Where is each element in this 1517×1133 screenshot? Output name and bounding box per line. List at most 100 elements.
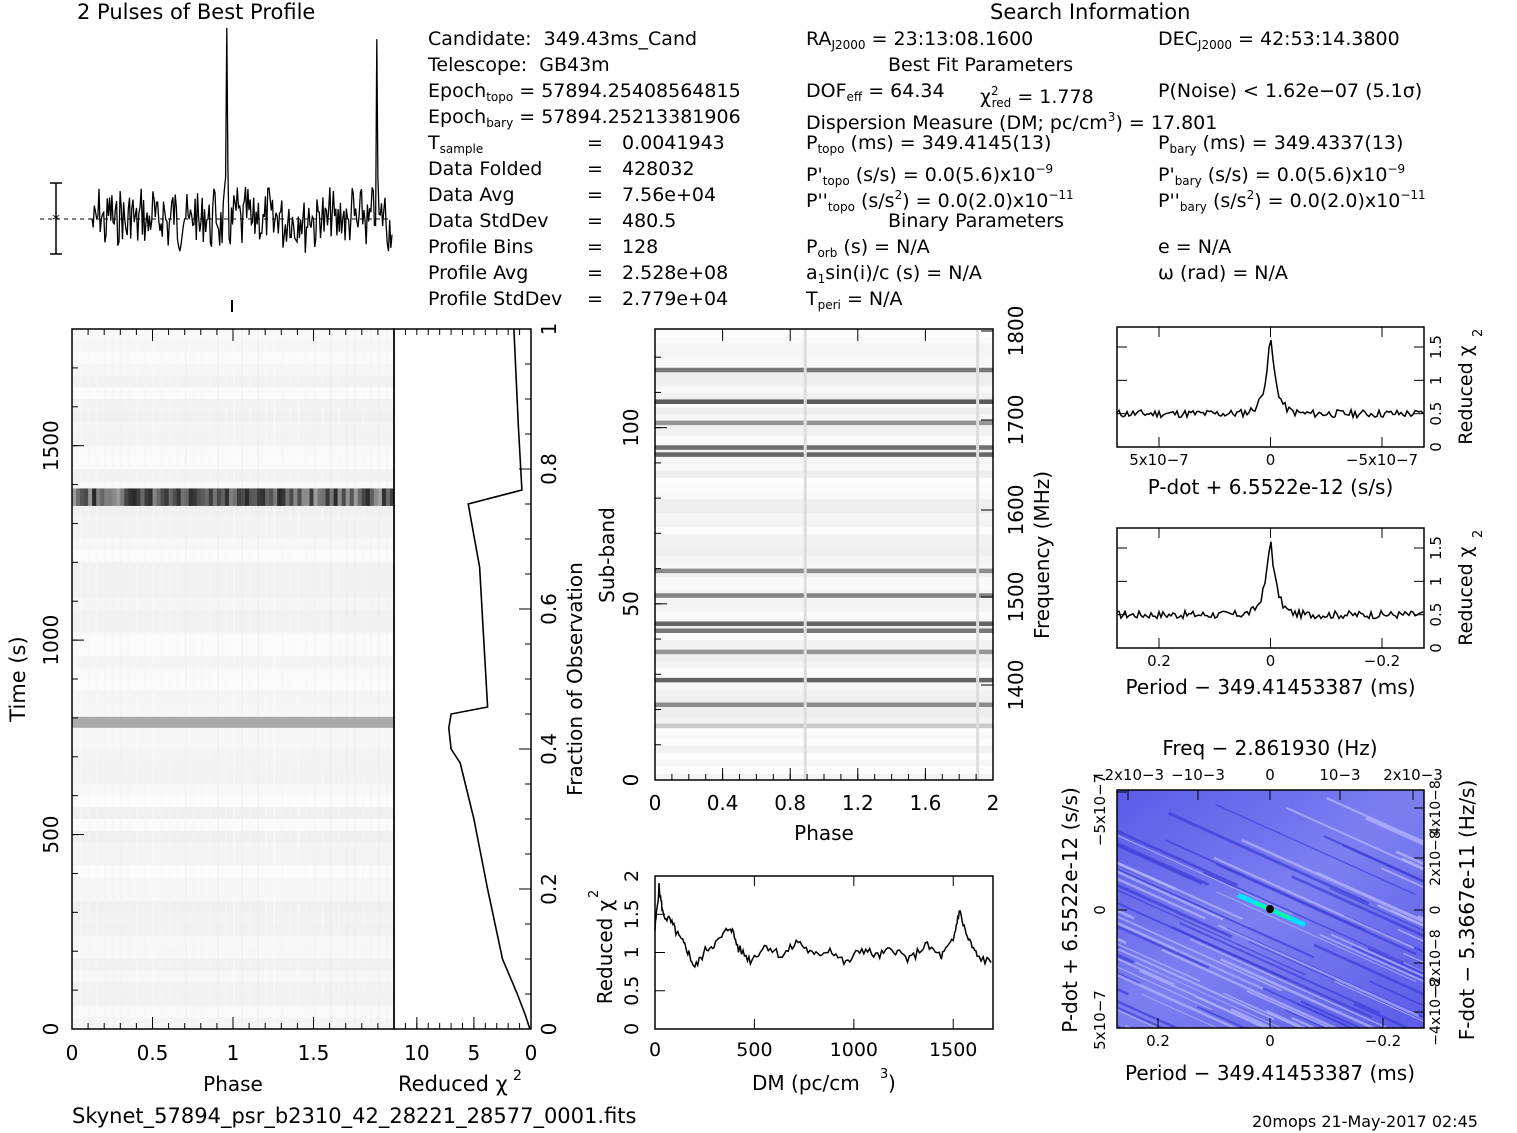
tick-label: 4x10−8 bbox=[1428, 780, 1444, 836]
tvp-dark-row bbox=[92, 488, 98, 506]
fvp-band bbox=[655, 399, 993, 404]
info-tsample: Tsample bbox=[428, 132, 484, 156]
tick-label: 1000 bbox=[830, 1039, 878, 1061]
tvp-dark-row bbox=[184, 488, 190, 506]
tick-label: 2x10−3 bbox=[1383, 766, 1443, 784]
x-axis-label: P-dot + 6.5522e-12 (s/s) bbox=[1148, 475, 1394, 499]
fvp-band bbox=[655, 445, 993, 450]
ppdot-streak bbox=[1365, 816, 1424, 846]
tvp-col bbox=[112, 329, 115, 1029]
tick-label: 1.2 bbox=[842, 791, 874, 815]
tvp-col bbox=[233, 329, 235, 1029]
ppdot-streak bbox=[1117, 921, 1264, 990]
fvp-row bbox=[655, 695, 993, 704]
fvp-row bbox=[655, 632, 993, 641]
fvp-row bbox=[655, 660, 993, 669]
fvp-row bbox=[655, 350, 993, 359]
fvp-row bbox=[655, 469, 993, 478]
fvp-row bbox=[655, 610, 993, 619]
tick-label: −5x10−7 bbox=[1346, 451, 1418, 469]
dof: DOFeff = 64.34 bbox=[806, 80, 945, 104]
tvp-dark-row bbox=[353, 488, 359, 506]
ppdot-streak bbox=[1300, 1000, 1363, 1028]
tick-label: −2x10−3 bbox=[1092, 766, 1164, 784]
time-vs-phase-plot: 0 0.5 1 1.5 0 500 1000 1500 Phase Time (s) bbox=[6, 328, 395, 1096]
tvp-dark-row bbox=[140, 488, 146, 506]
tvp-dark-row bbox=[249, 488, 255, 506]
tvp-dark-row bbox=[373, 488, 379, 506]
tvp-dark-row bbox=[349, 488, 355, 506]
ppdot-streak bbox=[1478, 1003, 1517, 1093]
info-label: Profile StdDev bbox=[428, 288, 563, 310]
tvp-dark-row bbox=[148, 488, 154, 506]
tvp-dark-row bbox=[381, 488, 387, 506]
ppdot-streak bbox=[1352, 945, 1424, 980]
tick-label: −2x10−8 bbox=[1428, 929, 1444, 996]
tvp-col bbox=[369, 329, 372, 1029]
chi2-curve bbox=[1116, 541, 1424, 621]
tvp-dark-row bbox=[369, 488, 375, 506]
dec: DECJ2000 = 42:53:14.3800 bbox=[1158, 28, 1400, 52]
tvp-dark-row bbox=[204, 488, 210, 506]
tick-label: 1400 bbox=[1004, 660, 1028, 711]
axes-frame bbox=[1116, 326, 1425, 448]
eccentricity: e = N/A bbox=[1158, 236, 1232, 258]
tvp-col bbox=[321, 329, 324, 1029]
profile-line bbox=[91, 27, 393, 253]
tick-label: 2x10−8 bbox=[1428, 830, 1444, 886]
fvp-row bbox=[655, 505, 993, 514]
tvp-dark-row bbox=[120, 488, 126, 506]
tvp-col bbox=[297, 329, 300, 1029]
tvp-dark-row bbox=[192, 488, 198, 506]
fvp-band bbox=[655, 649, 993, 655]
ppdot-streak bbox=[1117, 999, 1180, 1028]
profile-title: 2 Pulses of Best Profile bbox=[77, 0, 316, 24]
y-axis-label-sup: 2 bbox=[1471, 530, 1486, 538]
ppdot-streak bbox=[1485, 866, 1517, 956]
tvp-col bbox=[337, 329, 340, 1029]
tvp-col bbox=[305, 329, 308, 1029]
tick-label: 0 bbox=[1265, 766, 1275, 784]
ppdot-streak bbox=[1215, 803, 1416, 896]
y-axis-label: Reduced χ bbox=[593, 900, 617, 1005]
tick-label: 1000 bbox=[39, 615, 63, 666]
tick-label: 0 bbox=[649, 791, 662, 815]
ppdot-streak bbox=[1479, 831, 1517, 921]
ppdot-streak bbox=[1138, 969, 1270, 1028]
tvp-dark-row bbox=[80, 488, 86, 506]
tvp-dark-row bbox=[277, 488, 283, 506]
ppdot-streak bbox=[1117, 1006, 1166, 1028]
info-epoch-bary: Epochbary = 57894.25213381906 bbox=[428, 106, 741, 130]
tvp-col bbox=[120, 329, 123, 1029]
tick-label: 0.6 bbox=[537, 593, 561, 625]
tick-label: 0.2 bbox=[1147, 652, 1171, 670]
tvp-col bbox=[128, 329, 131, 1029]
tick-label: 100 bbox=[619, 409, 643, 447]
tick-label: −4x10−8 bbox=[1428, 978, 1444, 1045]
fvp-row bbox=[655, 603, 993, 612]
ra: RAJ2000 = 23:13:08.1600 bbox=[806, 28, 1034, 52]
y2-axis-label: Frequency (MHz) bbox=[1030, 471, 1054, 639]
tick-label: 1 bbox=[621, 946, 643, 958]
fvp-band bbox=[655, 420, 993, 426]
tvp-col bbox=[241, 329, 244, 1029]
footer-stamp: 20mops 21-May-2017 02:45 bbox=[1252, 1112, 1478, 1131]
tvp-col bbox=[200, 329, 203, 1029]
x-axis-label-close: ) bbox=[888, 1071, 896, 1095]
ppdot-streak bbox=[1475, 886, 1517, 976]
tvp-col bbox=[152, 329, 155, 1029]
tvp-dark-row bbox=[188, 488, 194, 506]
info-eq: = bbox=[587, 236, 603, 258]
tick-label: 0.2 bbox=[1146, 1032, 1170, 1050]
fvp-row bbox=[655, 737, 993, 746]
fvp-row bbox=[655, 596, 993, 605]
tvp-dark-row bbox=[385, 488, 391, 506]
fvp-pulse-col bbox=[803, 329, 807, 780]
tick-label: 0.8 bbox=[537, 453, 561, 485]
y2-axis-label: F-dot − 5.3667e-11 (Hz/s) bbox=[1455, 780, 1479, 1041]
tick-label: −10−3 bbox=[1171, 766, 1225, 784]
fvp-band bbox=[655, 677, 993, 683]
fvp-band bbox=[655, 628, 993, 634]
ppdot-streak bbox=[1213, 856, 1415, 949]
